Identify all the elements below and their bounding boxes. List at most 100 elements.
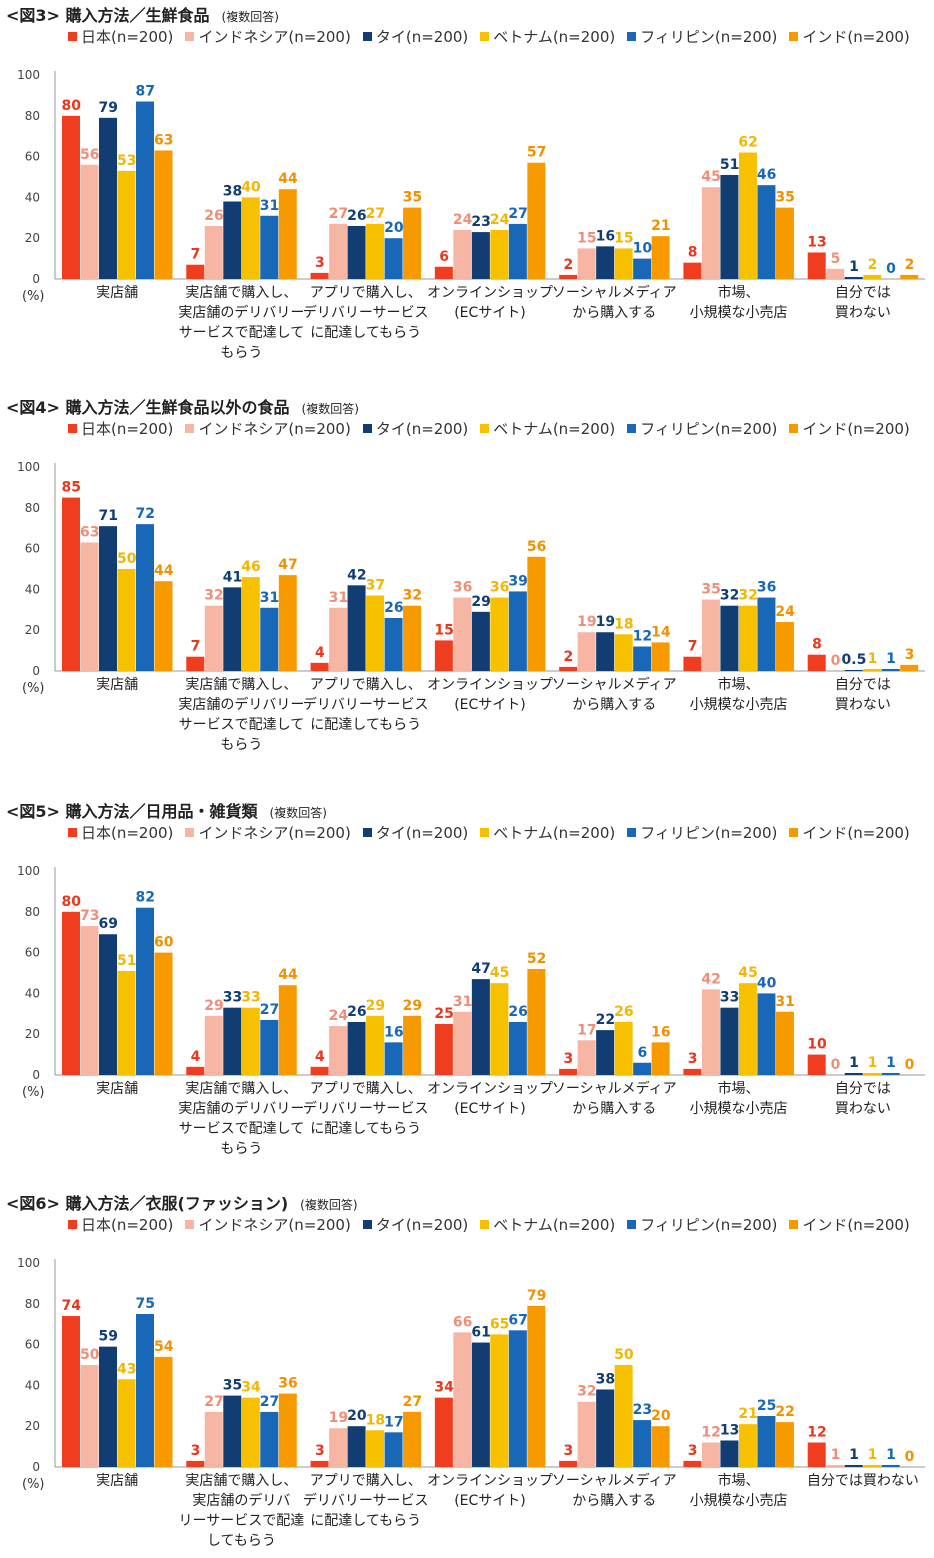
- data-label: 24: [329, 1008, 349, 1024]
- chart-note: (複数回答): [301, 402, 359, 416]
- bar: [844, 1464, 863, 1467]
- data-label: 8: [688, 245, 698, 261]
- data-label: 23: [633, 1402, 652, 1418]
- bar: [186, 656, 205, 671]
- data-label: 27: [260, 1394, 279, 1410]
- bar: [384, 1042, 403, 1075]
- legend-swatch: [362, 31, 372, 41]
- bar: [204, 1015, 223, 1075]
- data-label: 36: [278, 1376, 297, 1392]
- bar: [403, 605, 422, 671]
- y-tick-label: 100: [17, 68, 40, 82]
- data-label: 54: [154, 1339, 174, 1355]
- bar: [738, 605, 757, 671]
- data-label: 25: [757, 1398, 776, 1414]
- bar: [508, 1021, 527, 1075]
- data-label: 2: [905, 257, 915, 273]
- bar: [863, 1464, 882, 1467]
- legend-item: タイ(n=200): [362, 418, 468, 438]
- data-label: 53: [117, 153, 136, 169]
- bar: [738, 983, 757, 1075]
- category-label: ソーシャルメディア から購入する: [551, 677, 677, 713]
- data-label: 15: [614, 230, 633, 246]
- bar: [186, 1460, 205, 1467]
- bar: [99, 1346, 117, 1467]
- legend-swatch: [68, 31, 77, 41]
- data-label: 74: [62, 1298, 82, 1314]
- bar: [826, 1464, 845, 1467]
- category-label: オンラインショップ (ECサイト): [426, 285, 553, 321]
- legend-swatch: [480, 1219, 490, 1229]
- data-label: 38: [223, 183, 242, 199]
- legend-swatch: [480, 827, 490, 837]
- bar: [278, 189, 297, 279]
- bar: [701, 989, 720, 1075]
- chart-panel: <図3> 購入方法／生鮮食品 (複数回答) 日本(n=200) インドネシア(n=20…: [0, 2, 934, 362]
- data-label: 8: [812, 637, 822, 653]
- bar: [651, 236, 670, 279]
- data-label: 6: [439, 249, 449, 265]
- data-label: 12: [633, 629, 652, 645]
- bar: [434, 1024, 453, 1075]
- category-label: ソーシャルメディア から購入する: [551, 285, 677, 321]
- legend-item: フィリピン(n=200): [627, 1214, 777, 1234]
- category-label: オンラインショップ (ECサイト): [426, 1081, 553, 1117]
- data-label: 29: [366, 998, 385, 1014]
- data-label: 15: [434, 622, 453, 638]
- legend-swatch: [68, 827, 77, 837]
- data-label: 67: [508, 1312, 527, 1328]
- legend: 日本(n=200) インドネシア(n=200) タイ(n=200) ベトナム(n=20…: [68, 822, 910, 842]
- data-label: 36: [757, 580, 776, 596]
- bar: [559, 666, 578, 671]
- category-label: 実店舗で購入し、 実店舗のデリバリー サービスで配達して もらう: [178, 677, 305, 753]
- category-label: オンラインショップ (ECサイト): [426, 677, 553, 713]
- data-label: 17: [577, 1022, 596, 1038]
- data-label: 4: [315, 1049, 325, 1065]
- legend: 日本(n=200) インドネシア(n=200) タイ(n=200) ベトナム(n=20…: [68, 1214, 910, 1234]
- bar: [720, 1440, 739, 1467]
- data-label: 51: [720, 157, 739, 173]
- data-label: 79: [527, 1288, 546, 1304]
- data-label: 16: [384, 1024, 403, 1040]
- data-label: 1: [868, 1447, 878, 1463]
- bar: [614, 1365, 633, 1467]
- chart-note: (複数回答): [221, 10, 279, 24]
- data-label: 33: [223, 990, 242, 1006]
- data-label: 16: [651, 1024, 670, 1040]
- chart-title-text: <図6> 購入方法／衣服(ファッション): [6, 1194, 289, 1213]
- bar: [900, 274, 919, 279]
- bar: [863, 1072, 882, 1075]
- data-label: 18: [614, 616, 633, 632]
- data-label: 65: [490, 1316, 509, 1332]
- legend-label: 日本(n=200): [81, 1215, 174, 1234]
- bar: [62, 115, 80, 279]
- bar: [596, 1030, 615, 1075]
- legend-label: インド(n=200): [802, 419, 910, 438]
- bar: [738, 1424, 757, 1467]
- y-tick-label: 0: [32, 1068, 40, 1082]
- data-label: 34: [434, 1380, 454, 1396]
- bar: [490, 1334, 509, 1467]
- bar: [223, 1395, 242, 1467]
- bar: [80, 164, 99, 279]
- legend-item: 日本(n=200): [68, 26, 173, 46]
- data-label: 6: [638, 1045, 648, 1061]
- data-label: 29: [204, 998, 223, 1014]
- legend-label: インドネシア(n=200): [198, 419, 351, 438]
- bar: [329, 223, 348, 279]
- bar: [278, 1393, 297, 1467]
- data-label: 46: [241, 559, 260, 575]
- legend-item: タイ(n=200): [362, 822, 468, 842]
- y-tick-label: 40: [25, 986, 40, 1000]
- data-label: 35: [223, 1378, 242, 1394]
- data-label: 35: [403, 190, 422, 206]
- category-label: アプリで購入し、 デリバリーサービス に配達してもらう: [302, 1473, 429, 1529]
- data-label: 47: [278, 557, 297, 573]
- data-label: 51: [117, 953, 136, 969]
- category-label: 実店舗で購入し、 実店舗のデリバ リーサービスで配達 してもらう: [178, 1473, 305, 1549]
- bar: [701, 187, 720, 279]
- bar: [757, 993, 776, 1075]
- data-label: 35: [775, 190, 794, 206]
- data-label: 15: [577, 230, 596, 246]
- bar: [559, 274, 578, 279]
